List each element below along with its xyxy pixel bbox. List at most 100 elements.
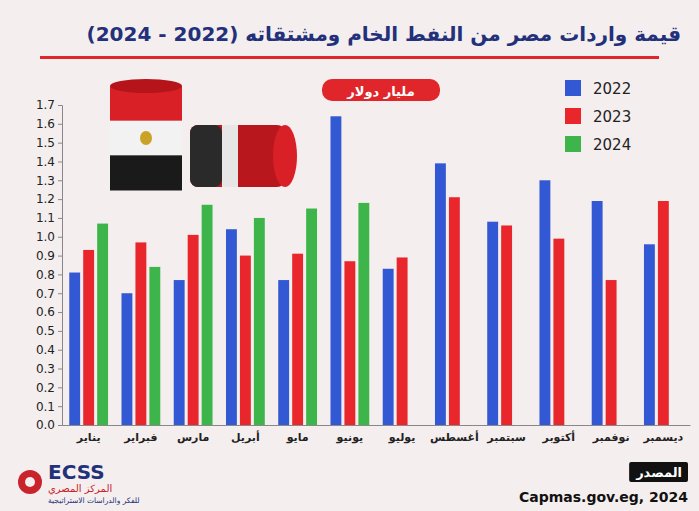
x-tick: أبريل (231, 430, 260, 444)
logo-text: للفكر والدراسات الاستراتيجية (48, 496, 139, 505)
legend-swatch (565, 80, 581, 96)
y-tick-label: 1.1 (36, 211, 55, 225)
y-tick: 0.4 (36, 343, 62, 357)
legend-label: 2022 (593, 80, 631, 98)
x-tick: يوليو (388, 431, 416, 444)
bar (658, 201, 669, 425)
chart: 0.0 0.1 0.2 0.3 0.4 0.5 0.6 0.7 0.8 0.9 1.0 1.1 1.2 1… (0, 0, 699, 511)
bar (330, 116, 341, 425)
bar (278, 280, 289, 425)
y-tick-mark (58, 218, 62, 219)
bar (344, 261, 355, 425)
barrel-top (110, 79, 182, 93)
legend-label: 2023 (593, 108, 631, 126)
x-axis-line (63, 425, 691, 426)
bar (501, 225, 512, 425)
x-tick-label: أغسطس (430, 430, 479, 444)
x-tick-label: مايو (286, 431, 309, 444)
y-axis-line (58, 106, 63, 426)
y-tick-label: 0.4 (36, 343, 55, 357)
x-tick: مارس (177, 431, 209, 444)
bar (606, 280, 617, 425)
x-tick: ديسمبر (643, 431, 684, 444)
y-tick: 1.1 (36, 211, 62, 225)
y-tick: 0.5 (36, 324, 62, 338)
y-tick: 0.9 (36, 249, 62, 263)
y-tick: 0.1 (36, 400, 62, 414)
y-tick-mark (58, 293, 62, 294)
x-tick-label: فبراير (123, 431, 157, 444)
x-tick: أغسطس (430, 430, 479, 444)
y-tick: 1.7 (36, 98, 62, 112)
y-tick: 1.4 (36, 155, 62, 169)
barrel-end (273, 125, 297, 187)
y-tick-mark (58, 180, 62, 181)
y-tick: 0.3 (36, 362, 62, 376)
barrel-emblem (140, 131, 152, 145)
y-tick: 1.2 (36, 192, 62, 206)
bar (135, 242, 146, 425)
x-tick-label: سبتمبر (486, 431, 526, 444)
bar (539, 180, 550, 425)
y-tick-mark (58, 274, 62, 275)
bar (553, 239, 564, 425)
source-label-bg (629, 462, 688, 482)
bar (358, 203, 369, 425)
bar (644, 244, 655, 425)
y-tick: 0.8 (36, 268, 62, 282)
x-tick: مايو (286, 431, 309, 444)
y-tick-label: 0.5 (36, 324, 55, 338)
x-tick: نوفمبر (592, 431, 630, 444)
y-tick: 0.7 (36, 287, 62, 301)
barrel-band (110, 121, 182, 156)
y-tick-mark (58, 387, 62, 388)
logo-emblem (18, 470, 42, 494)
legend-swatch (565, 108, 581, 124)
x-tick: أكتوبر (542, 430, 576, 444)
barrel (110, 79, 182, 191)
bar (592, 201, 603, 425)
bar (306, 209, 317, 425)
y-tick-label: 0.8 (36, 268, 55, 282)
x-tick-label: نوفمبر (592, 431, 630, 444)
y-tick-label: 1.5 (36, 136, 55, 150)
y-tick-mark (58, 331, 62, 332)
y-tick: 1.0 (36, 230, 62, 244)
logo-text: المركز المصري (48, 483, 112, 495)
barrels (110, 79, 297, 191)
x-tick: يناير (76, 431, 101, 444)
y-tick-label: 1.0 (36, 230, 55, 244)
unit-pill-bg (322, 79, 440, 101)
y-tick: 0.0 (36, 418, 62, 432)
chart-title: قيمة واردات مصر من النفط الخام ومشتقاته … (87, 22, 682, 46)
logo-emblem-core (25, 477, 35, 487)
bar (226, 229, 237, 425)
barrel-band (110, 155, 182, 190)
source: المصدرCapmas.gov.eg, 2024 (519, 462, 688, 505)
y-tick: 1.3 (36, 174, 62, 188)
x-tick-label: ديسمبر (643, 431, 684, 444)
bar (97, 224, 108, 425)
y-tick-label: 0.6 (36, 305, 55, 319)
y-tick-label: 0.3 (36, 362, 55, 376)
y-tick-label: 0.9 (36, 249, 55, 263)
x-axis: ينايرفبرايرمارسأبريلمايويونيويوليوأغسطسس… (63, 426, 691, 444)
barrel-body (190, 125, 285, 187)
bar (292, 254, 303, 425)
bar (69, 273, 80, 425)
x-tick: فبراير (123, 431, 157, 444)
y-tick-label: 1.6 (36, 117, 55, 131)
bar (174, 280, 185, 425)
y-tick-mark (58, 256, 62, 257)
y-tick-mark (58, 143, 62, 144)
y-tick-label: 0.0 (36, 418, 55, 432)
title-rule (40, 56, 659, 59)
y-tick: 1.6 (36, 117, 62, 131)
bar (383, 269, 394, 425)
y-tick-label: 0.2 (36, 381, 55, 395)
y-tick: 0.2 (36, 381, 62, 395)
y-tick-mark (58, 237, 62, 238)
x-tick-label: يوليو (388, 431, 416, 444)
barrel-band (222, 125, 238, 187)
y-tick-mark (58, 425, 62, 426)
